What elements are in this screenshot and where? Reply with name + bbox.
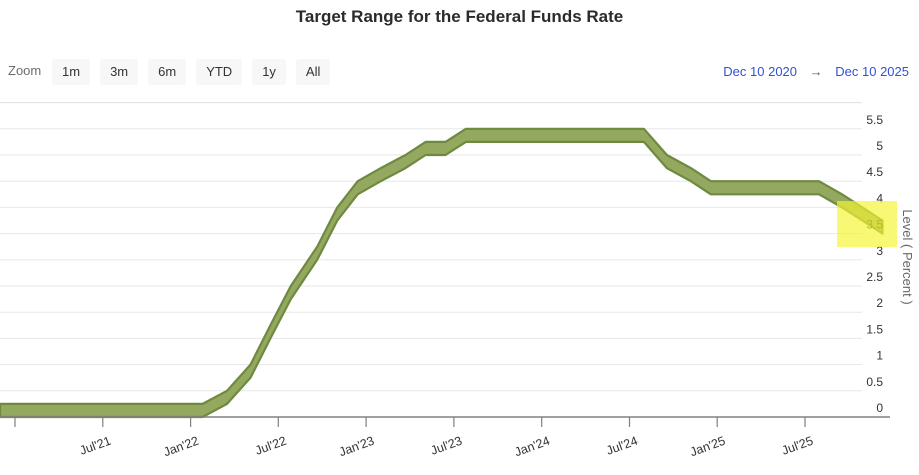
x-axis-label: Jul'23 xyxy=(429,434,464,458)
y-axis-label: 0.5 xyxy=(866,375,883,389)
y-axis-title: Level ( Percent ) xyxy=(900,209,915,304)
y-axis-label: 0 xyxy=(876,401,883,415)
chart-plot-area[interactable]: Jul'21 Jan'22 Jul'22 Jan'23 Jul'23 Jan'24 Jul'… xyxy=(0,95,919,475)
zoom-button-ytd[interactable]: YTD xyxy=(196,59,243,85)
zoom-button-1m[interactable]: 1m xyxy=(52,59,91,85)
x-axis-label: Jan'22 xyxy=(162,434,201,460)
zoom-button-1y[interactable]: 1y xyxy=(252,59,286,85)
y-axis-label: 2.5 xyxy=(866,270,883,284)
y-axis-label: 4 xyxy=(876,191,883,205)
page-title: Target Range for the Federal Funds Rate xyxy=(295,7,624,26)
y-axis-label: 2 xyxy=(876,296,883,310)
y-axis-label: 5.5 xyxy=(866,113,883,127)
x-axis-label: Jan'24 xyxy=(513,434,552,460)
arrow-right-icon: → xyxy=(809,64,823,79)
zoom-button-6m[interactable]: 6m xyxy=(148,59,187,85)
range-end-input[interactable]: Dec 10 2025 xyxy=(835,64,909,79)
x-axis-label: Jan'23 xyxy=(337,434,376,460)
date-range: Dec 10 2020 → Dec 10 2025 xyxy=(723,64,909,79)
y-axis-label: 3 xyxy=(876,244,883,258)
x-axis-label: Jul'24 xyxy=(604,434,639,458)
zoom-label: Zoom xyxy=(8,63,42,78)
y-axis-label: 1 xyxy=(876,349,883,363)
zoom-button-3m[interactable]: 3m xyxy=(100,59,139,85)
x-axis-label: Jul'21 xyxy=(78,434,113,458)
y-axis-label: 5 xyxy=(876,139,883,153)
zoom-button-all[interactable]: All xyxy=(295,59,331,85)
zoom-button-group: 1m 3m 6m YTD 1y All xyxy=(52,59,331,85)
y-axis-label: 1.5 xyxy=(866,322,883,336)
y-axis-label: 4.5 xyxy=(866,165,883,179)
x-axis-label: Jan'25 xyxy=(688,434,727,460)
x-axis-label: Jul'25 xyxy=(780,434,815,458)
highlight-annotation xyxy=(837,201,897,247)
range-start-input[interactable]: Dec 10 2020 xyxy=(723,64,798,79)
target-range-band xyxy=(0,127,884,419)
x-axis-label: Jul'22 xyxy=(253,434,288,458)
